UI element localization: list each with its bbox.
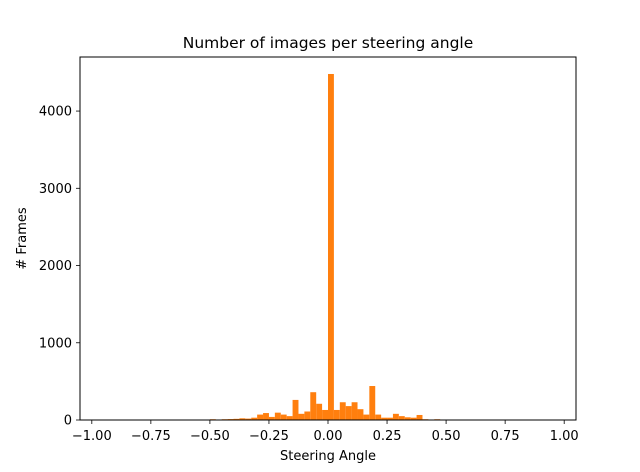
y-tick-label: 4000	[39, 105, 72, 120]
histogram-bar	[339, 402, 346, 420]
histogram-bar	[387, 417, 393, 420]
histogram-bar	[333, 409, 340, 420]
histogram-bar	[398, 416, 405, 420]
x-tick-label: −0.50	[190, 429, 230, 444]
y-tick-label: 2000	[39, 259, 72, 274]
histogram-bar	[375, 414, 382, 420]
histogram-bar	[369, 386, 376, 420]
histogram-bar	[310, 392, 317, 420]
histogram-bar	[381, 417, 388, 420]
histogram-bar	[404, 417, 411, 420]
x-tick-label: 1.00	[550, 429, 579, 444]
histogram-bar	[392, 413, 399, 420]
histogram-bar	[298, 413, 305, 420]
x-tick-label: −0.75	[131, 429, 171, 444]
x-axis-label: Steering Angle	[280, 449, 376, 464]
x-tick-label: 0.00	[314, 429, 343, 444]
histogram-bar	[286, 416, 293, 420]
histogram-bar	[351, 402, 358, 420]
histogram-bar	[410, 417, 417, 420]
x-tick-label: 0.75	[491, 429, 520, 444]
histogram-bar	[322, 409, 328, 420]
histogram-bar	[280, 414, 287, 420]
histogram-bar	[345, 406, 352, 420]
histogram-bar	[292, 399, 299, 420]
histogram-bar	[263, 413, 269, 420]
x-axis-ticks: −1.00 −0.75 −0.50 −0.25 0.00 0.25 0.50 0.75 1.00	[72, 420, 579, 444]
y-axis-ticks: 0 1000 2000 3000 4000	[39, 105, 80, 429]
histogram-bar	[316, 403, 323, 420]
histogram-bar	[328, 73, 334, 421]
histogram-bar	[233, 418, 240, 420]
histogram-bar	[274, 412, 281, 420]
y-tick-label: 3000	[39, 182, 72, 197]
y-axis-label: # Frames	[15, 207, 30, 270]
histogram-bar	[357, 409, 364, 420]
histogram-bar	[363, 414, 370, 420]
x-tick-label: −1.00	[72, 429, 112, 444]
histogram-bar	[239, 418, 246, 420]
y-tick-label: 1000	[39, 336, 72, 351]
x-tick-label: −0.25	[249, 429, 289, 444]
histogram-bar	[304, 411, 311, 420]
histogram-bar	[257, 414, 264, 420]
histogram-bar	[416, 414, 423, 420]
histogram-bar	[245, 418, 252, 420]
histogram-bar	[268, 416, 275, 420]
chart-title: Number of images per steering angle	[183, 34, 474, 52]
y-tick-label: 0	[64, 414, 72, 429]
x-tick-label: 0.50	[432, 429, 461, 444]
x-tick-label: 0.25	[373, 429, 402, 444]
histogram-bar	[251, 417, 258, 420]
